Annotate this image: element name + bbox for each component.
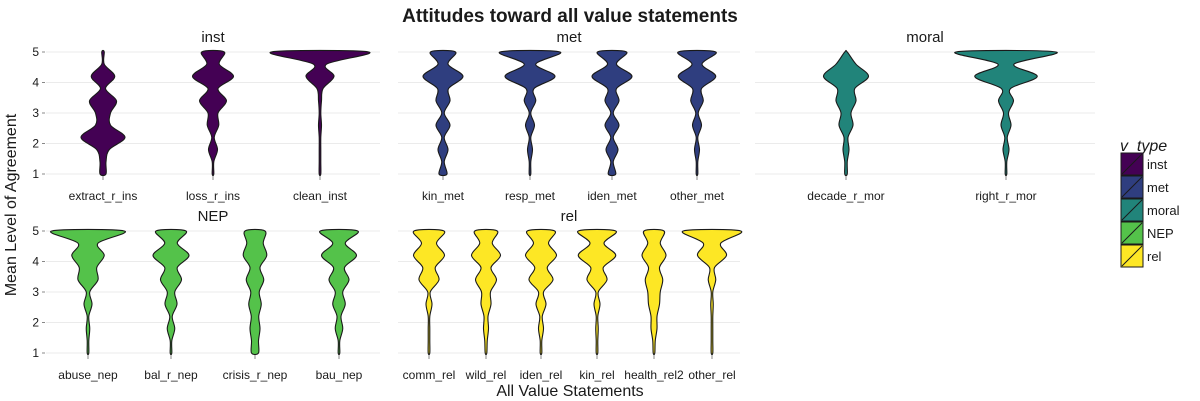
violin-crisis_r_nep bbox=[242, 228, 268, 356]
violin-decade_r_mor bbox=[822, 49, 870, 177]
violin-comm_rel bbox=[412, 228, 446, 356]
violin-resp_met bbox=[498, 49, 562, 177]
x-tick-label: health_rel2 bbox=[624, 368, 684, 382]
x-tick-label: iden_rel bbox=[520, 368, 563, 382]
violin-bau_nep bbox=[319, 228, 359, 356]
legend-key-slash bbox=[1121, 222, 1143, 244]
x-tick-label: kin_rel bbox=[579, 368, 614, 382]
legend-key-slash bbox=[1121, 199, 1143, 221]
violin-right_r_mor bbox=[954, 49, 1058, 177]
y-tick-label: 3 bbox=[32, 106, 39, 120]
legend-title: v_type bbox=[1120, 138, 1167, 155]
violin-iden_met bbox=[591, 49, 633, 177]
x-tick-label: right_r_mor bbox=[975, 189, 1036, 203]
y-tick-label: 5 bbox=[32, 224, 39, 238]
violin-kin_met bbox=[422, 49, 464, 177]
y-tick-label: 1 bbox=[32, 167, 39, 181]
chart-title: Attitudes toward all value statements bbox=[402, 6, 738, 27]
y-tick-label: 2 bbox=[32, 137, 39, 151]
facet-panel-nep: NEP 1 2 3 4 5 abuse_nep bal_r_nep crisis_r_nep ba… bbox=[32, 208, 380, 382]
x-tick-label: bal_r_nep bbox=[144, 368, 198, 382]
y-tick-label: 5 bbox=[32, 45, 39, 59]
facet-strip-label: met bbox=[556, 29, 582, 46]
violin-kin_rel bbox=[576, 228, 618, 356]
x-tick-label: other_rel bbox=[688, 368, 735, 382]
y-tick-label: 1 bbox=[32, 346, 39, 360]
x-tick-label: crisis_r_nep bbox=[223, 368, 288, 382]
y-tick-label: 4 bbox=[32, 76, 39, 90]
x-tick-label: other_met bbox=[670, 189, 725, 203]
violin-clean_inst bbox=[269, 49, 371, 177]
violin-iden_rel bbox=[524, 228, 558, 356]
x-axis-label: All Value Statements bbox=[496, 383, 643, 400]
legend-key-slash bbox=[1121, 245, 1143, 267]
legend-label: met bbox=[1147, 180, 1169, 195]
facet-panels: inst 1 2 3 4 5 extract_r_ins loss_r_ins clean_in… bbox=[32, 29, 1095, 382]
y-tick-label: 3 bbox=[32, 285, 39, 299]
x-tick-label: resp_met bbox=[505, 189, 556, 203]
x-tick-label: clean_inst bbox=[293, 189, 348, 203]
violin-other_met bbox=[677, 49, 717, 177]
violin-bal_r_nep bbox=[152, 228, 190, 356]
facet-strip-label: inst bbox=[201, 29, 225, 46]
legend-key-slash bbox=[1121, 153, 1143, 175]
violin-health_rel2 bbox=[641, 228, 667, 356]
facet-strip-label: moral bbox=[906, 29, 944, 46]
x-tick-label: extract_r_ins bbox=[69, 189, 138, 203]
facet-panel-met: met kin_met resp_met iden_met other_met bbox=[398, 29, 740, 203]
violin-abuse_nep bbox=[49, 228, 127, 356]
y-tick-label: 2 bbox=[32, 316, 39, 330]
facet-panel-inst: inst 1 2 3 4 5 extract_r_ins loss_r_ins clean_in… bbox=[32, 29, 380, 203]
facet-strip-label: NEP bbox=[198, 208, 229, 225]
x-tick-label: iden_met bbox=[587, 189, 637, 203]
facet-panel-moral: moral decade_r_mor right_r_mor bbox=[755, 29, 1095, 203]
violin-wild_rel bbox=[470, 228, 502, 356]
y-tick-label: 4 bbox=[32, 255, 39, 269]
legend-label: inst bbox=[1147, 157, 1168, 172]
x-tick-label: loss_r_ins bbox=[186, 189, 240, 203]
legend-label: NEP bbox=[1147, 226, 1174, 241]
legend-label: rel bbox=[1147, 249, 1162, 264]
y-axis-label: Mean Level of Agreement bbox=[3, 113, 20, 296]
x-tick-label: kin_met bbox=[422, 189, 465, 203]
violin-loss_r_ins bbox=[191, 49, 235, 177]
x-tick-label: bau_nep bbox=[316, 368, 363, 382]
violin-other_rel bbox=[681, 228, 743, 356]
violin-extract_r_ins bbox=[80, 49, 126, 177]
x-tick-label: wild_rel bbox=[465, 368, 507, 382]
legend-key-slash bbox=[1121, 176, 1143, 198]
x-tick-label: comm_rel bbox=[403, 368, 456, 382]
facet-strip-label: rel bbox=[561, 208, 578, 225]
x-tick-label: decade_r_mor bbox=[807, 189, 884, 203]
x-tick-label: abuse_nep bbox=[58, 368, 118, 382]
facet-panel-rel: rel comm_rel wild_rel iden_rel kin_rel health… bbox=[398, 208, 743, 382]
legend-label: moral bbox=[1147, 203, 1180, 218]
